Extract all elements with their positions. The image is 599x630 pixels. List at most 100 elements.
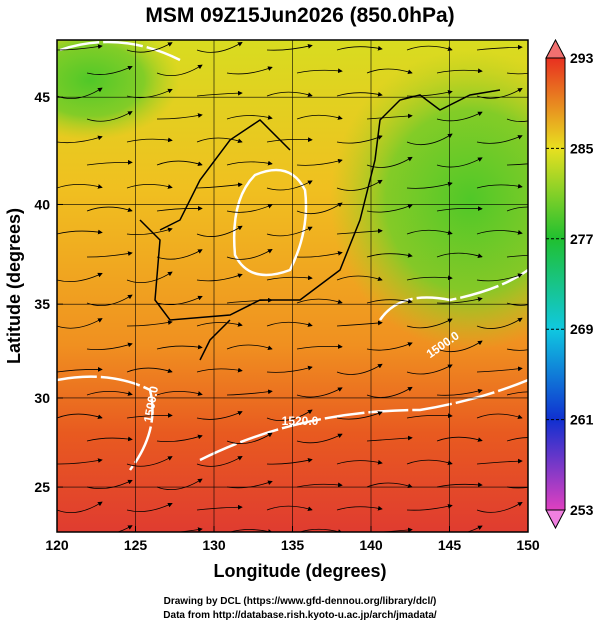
streamline	[506, 437, 528, 442]
y-tick-label: 30	[34, 390, 50, 406]
x-tick-label: 145	[438, 537, 462, 553]
streamline	[406, 229, 453, 235]
streamline	[336, 228, 383, 235]
streamline	[173, 527, 203, 532]
streamline	[296, 202, 343, 215]
streamline	[57, 501, 103, 513]
streamline	[506, 348, 528, 351]
credit: Data from http://database.rish.kyoto-u.a…	[163, 610, 437, 621]
coastline	[139, 89, 501, 361]
streamline	[86, 111, 133, 122]
streamline	[226, 160, 273, 166]
streamline	[57, 229, 103, 235]
streamline	[226, 297, 273, 304]
streamline	[196, 456, 243, 467]
x-tick-label: 140	[359, 537, 383, 553]
y-tick-label: 35	[34, 296, 50, 312]
x-tick-label: 125	[124, 537, 148, 553]
colorbar-top-extension	[545, 38, 566, 59]
x-tick-label: 150	[516, 537, 540, 553]
streamline	[126, 137, 173, 143]
streamline	[406, 45, 453, 51]
streamline	[57, 318, 103, 329]
streamline	[476, 44, 523, 51]
streamline	[406, 364, 453, 375]
streamline	[266, 275, 313, 281]
streamline	[126, 367, 173, 374]
streamline	[266, 458, 313, 465]
streamline	[156, 206, 203, 212]
streamline	[406, 318, 453, 329]
cool-region	[57, 40, 180, 140]
colorbar-tick-label: 277	[570, 231, 594, 247]
streamline	[86, 479, 133, 489]
streamline	[57, 367, 103, 373]
credit: Drawing by DCL (https://www.gfd-dennou.o…	[164, 596, 437, 607]
streamline	[296, 387, 343, 398]
streamline	[366, 68, 413, 75]
streamline	[476, 458, 523, 465]
streamline	[506, 391, 528, 396]
streamline	[436, 206, 483, 212]
streamline	[196, 367, 243, 373]
colorbar-tick-label: 285	[570, 140, 594, 156]
streamline	[86, 251, 133, 258]
streamline	[336, 505, 383, 511]
streamline	[406, 503, 453, 511]
streamline	[266, 226, 313, 237]
streamline	[436, 482, 483, 488]
streamline	[366, 435, 413, 442]
streamline	[476, 366, 523, 373]
x-tick-label: 130	[202, 537, 226, 553]
streamline	[196, 225, 243, 237]
contour-label: 1520.0	[282, 414, 319, 428]
streamline	[506, 254, 528, 258]
streamline	[156, 390, 203, 396]
streamline	[436, 252, 483, 258]
y-tick-label: 25	[34, 479, 50, 495]
streamline	[296, 251, 343, 258]
streamline	[336, 179, 383, 191]
streamline	[156, 249, 203, 260]
streamline	[266, 409, 313, 422]
streamline	[57, 413, 103, 420]
streamline	[156, 64, 203, 76]
streamline	[266, 91, 313, 97]
streamline	[156, 434, 203, 443]
contour-label: 1500.0	[141, 385, 161, 424]
streamline	[406, 181, 453, 189]
streamline	[436, 68, 483, 74]
streamline	[296, 344, 343, 350]
streamline	[366, 482, 413, 489]
streamline	[406, 90, 453, 97]
streamline	[436, 296, 483, 304]
streamline	[406, 413, 453, 419]
streamline	[366, 204, 413, 213]
streamline	[266, 365, 313, 373]
streamline	[336, 363, 383, 375]
streamline	[336, 320, 383, 327]
streamline	[226, 248, 273, 260]
streamline	[296, 433, 343, 444]
streamline	[506, 163, 528, 166]
streamline	[196, 137, 243, 144]
streamline	[266, 321, 313, 327]
colorbar-tick-label: 261	[570, 412, 594, 428]
streamline	[296, 482, 343, 488]
streamline	[366, 252, 413, 258]
streamline	[86, 206, 133, 213]
streamline	[57, 44, 103, 51]
streamline	[366, 386, 413, 398]
streamline	[336, 135, 383, 144]
streamline	[116, 525, 133, 532]
streamline	[436, 436, 483, 442]
title: MSM 09Z15Jun2026 (850.0hPa)	[145, 4, 454, 27]
streamline	[266, 137, 313, 143]
streamline	[476, 135, 523, 144]
streamline	[466, 525, 483, 532]
streamline	[436, 340, 483, 353]
streamline	[336, 459, 383, 465]
streamline	[266, 505, 313, 511]
y-tick-label: 40	[34, 196, 50, 212]
